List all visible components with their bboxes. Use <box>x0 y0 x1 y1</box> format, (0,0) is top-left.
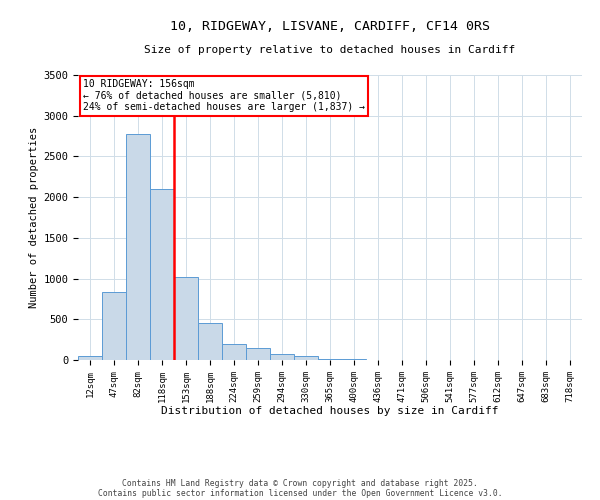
Bar <box>150 189 174 360</box>
Bar <box>318 359 342 360</box>
Bar <box>246 348 270 360</box>
Text: Size of property relative to detached houses in Cardiff: Size of property relative to detached ho… <box>145 45 515 55</box>
Text: Contains HM Land Registry data © Crown copyright and database right 2025.: Contains HM Land Registry data © Crown c… <box>122 478 478 488</box>
Bar <box>126 134 150 360</box>
Bar <box>102 292 126 360</box>
Bar <box>294 356 318 360</box>
Bar <box>342 359 366 360</box>
Bar <box>198 324 222 360</box>
Text: 10 RIDGEWAY: 156sqm
← 76% of detached houses are smaller (5,810)
24% of semi-det: 10 RIDGEWAY: 156sqm ← 76% of detached ho… <box>83 80 365 112</box>
Bar <box>78 356 102 360</box>
Bar <box>222 344 246 360</box>
Text: 10, RIDGEWAY, LISVANE, CARDIFF, CF14 0RS: 10, RIDGEWAY, LISVANE, CARDIFF, CF14 0RS <box>170 20 490 33</box>
Bar <box>270 354 294 360</box>
Bar <box>174 277 198 360</box>
Y-axis label: Number of detached properties: Number of detached properties <box>29 127 39 308</box>
X-axis label: Distribution of detached houses by size in Cardiff: Distribution of detached houses by size … <box>161 406 499 416</box>
Text: Contains public sector information licensed under the Open Government Licence v3: Contains public sector information licen… <box>98 488 502 498</box>
